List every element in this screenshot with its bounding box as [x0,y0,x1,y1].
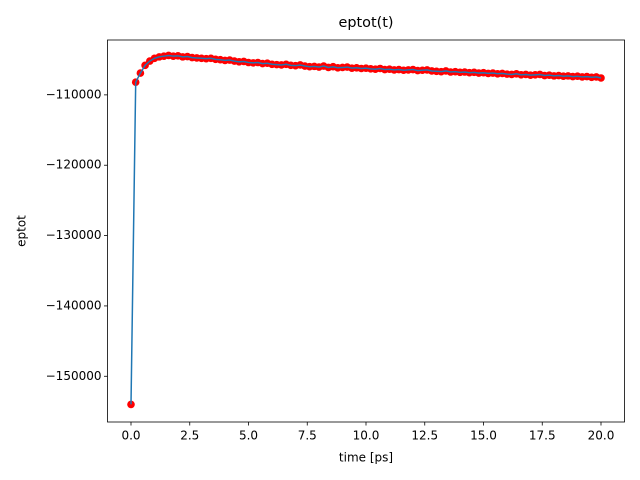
x-tick-label: 5.0 [239,429,258,443]
plot-frame [107,39,625,423]
y-tick-label: −150000 [46,369,102,383]
y-tick-label: −140000 [46,298,102,312]
x-tick-label: 10.0 [353,429,380,443]
x-tick-label: 0.0 [121,429,140,443]
marker [127,400,135,409]
x-tick-label: 12.5 [411,429,438,443]
x-tick-label: 17.5 [529,429,556,443]
x-tick-label: 20.0 [588,429,615,443]
chart-title: eptot(t) [339,15,394,31]
x-tick-label: 15.0 [470,429,497,443]
y-axis-label: eptot [15,215,29,247]
y-tick-label: −130000 [46,228,102,242]
line [130,54,602,405]
x-tick-label: 7.5 [298,429,317,443]
y-tick-label: −110000 [46,87,102,101]
y-tick-label: −120000 [46,158,102,172]
x-tick-label: 2.5 [180,429,199,443]
x-axis-label: time [ps] [339,451,393,465]
